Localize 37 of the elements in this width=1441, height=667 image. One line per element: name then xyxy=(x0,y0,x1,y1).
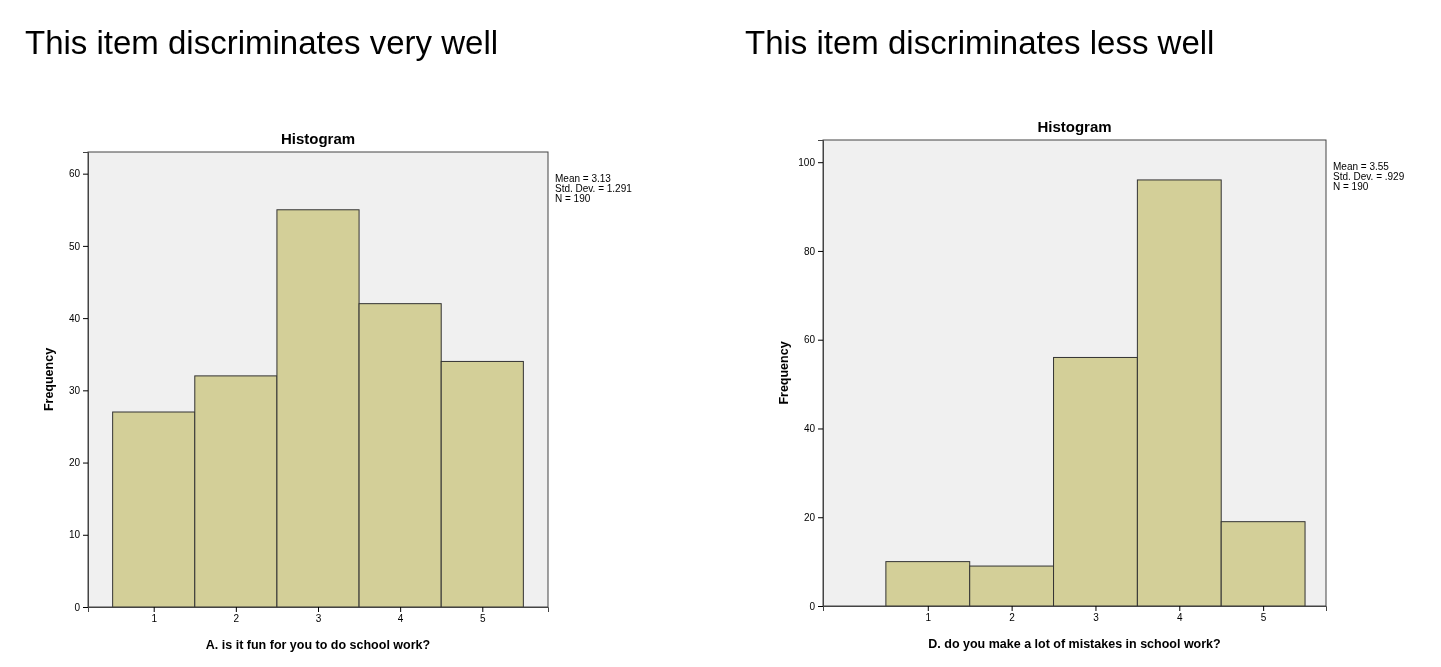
x-tick-label: 5 xyxy=(480,613,486,625)
x-tick-label: 4 xyxy=(397,613,404,625)
chart-subtitle: Histogram xyxy=(1037,118,1112,135)
text: N = 190 xyxy=(1333,181,1369,192)
y-axis-title: Frequency xyxy=(777,341,791,405)
x-axis-title: D. do you make a lot of mistakes in school work? xyxy=(928,637,1221,651)
x-tick-label: 2 xyxy=(1009,612,1016,624)
y-tick-label: 80 xyxy=(803,245,816,257)
y-tick-label: 30 xyxy=(68,385,81,397)
x-tick-label: 5 xyxy=(1260,612,1267,624)
x-tick-label: 1 xyxy=(925,612,932,624)
y-tick-label: 0 xyxy=(809,600,816,612)
x-axis-title: A. is it fun for you to do school work? xyxy=(205,638,431,652)
text: Std. Dev. = 1.291 xyxy=(555,183,633,194)
x-tick-label: 3 xyxy=(1093,612,1100,624)
y-tick-label: 20 xyxy=(803,511,816,523)
y-axis-title: Frequency xyxy=(42,347,56,412)
x-tick-label: 3 xyxy=(315,613,322,625)
text: N = 190 xyxy=(555,193,591,204)
y-tick-label: 100 xyxy=(798,156,816,168)
chart-title: This item discriminates less well xyxy=(745,24,1215,61)
chart-title: This item discriminates very well xyxy=(25,24,499,61)
y-tick-label: 0 xyxy=(74,601,81,613)
chart-subtitle: Histogram xyxy=(280,130,356,147)
x-tick-label: 1 xyxy=(151,613,158,625)
text: Std. Dev. = .929 xyxy=(1333,171,1405,182)
text: Mean = 3.55 xyxy=(1333,161,1390,172)
y-tick-label: 40 xyxy=(68,312,81,324)
y-tick-label: 60 xyxy=(68,168,81,180)
y-tick-label: 10 xyxy=(68,529,81,541)
y-tick-label: 40 xyxy=(803,423,816,435)
y-tick-label: 20 xyxy=(68,457,81,469)
x-tick-label: 2 xyxy=(233,613,240,625)
y-tick-label: 60 xyxy=(803,334,816,346)
x-tick-label: 4 xyxy=(1177,612,1184,624)
text: Mean = 3.13 xyxy=(555,173,612,184)
y-tick-label: 50 xyxy=(68,240,81,252)
